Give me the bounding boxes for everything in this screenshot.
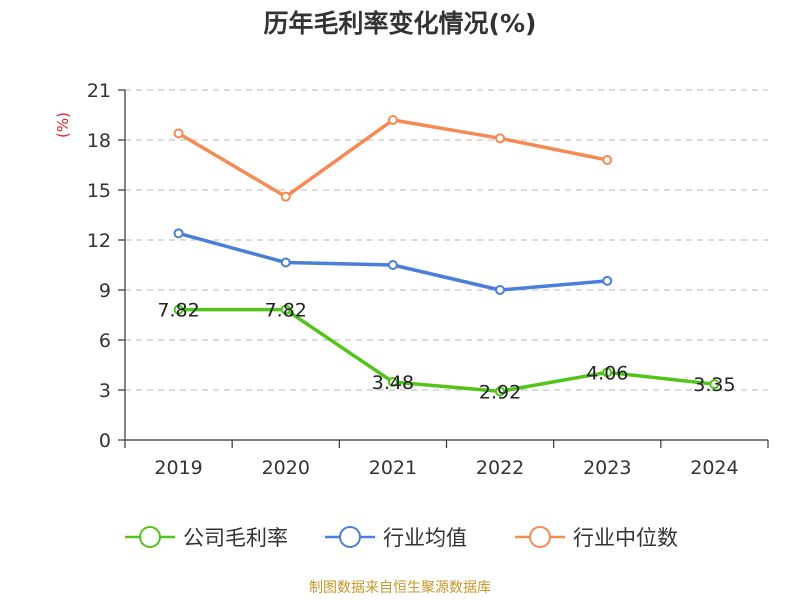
data-point: [387, 377, 398, 387]
x-tick-label: 2024: [690, 457, 738, 479]
data-label: 4.06: [586, 362, 628, 384]
x-tick-label: 2022: [476, 457, 524, 479]
series-lines: [173, 115, 720, 397]
data-point: [495, 285, 506, 295]
series-line: [177, 118, 608, 199]
legend-marker: [339, 526, 361, 548]
y-tick-label: 6: [99, 330, 111, 352]
data-label: 3.35: [693, 374, 735, 396]
data-point: [173, 128, 184, 139]
y-axis-label: (%): [54, 112, 72, 138]
grid-lines: [125, 89, 768, 391]
legend-label: 行业中位数: [573, 526, 678, 550]
data-point: [602, 367, 613, 378]
data-point: [280, 257, 291, 268]
legend: 公司毛利率 行业均值 行业中位数: [125, 526, 678, 550]
legend-label: 公司毛利率: [183, 526, 288, 550]
data-point: [495, 133, 506, 144]
data-point: [602, 275, 613, 286]
data-labels: 7.82 7.82 3.48 2.92 4.06 3.35: [157, 300, 735, 404]
data-point: [173, 228, 184, 239]
data-label: 7.82: [157, 300, 199, 322]
data-label: 2.92: [479, 381, 521, 403]
x-tick-label: 2020: [262, 457, 310, 479]
data-point: [709, 379, 720, 390]
data-point: [495, 386, 506, 397]
legend-label: 行业均值: [383, 526, 467, 550]
y-tick-label: 21: [87, 80, 111, 102]
y-tick-label: 12: [87, 230, 111, 252]
y-tick-label: 9: [99, 280, 111, 302]
source-note: 制图数据来自恒生聚源数据库: [309, 580, 491, 596]
y-tick-label: 18: [87, 130, 111, 152]
axes: 0 3 6 9 12 15 18 21 2019 2020 2021 2022 2023 2024: [87, 80, 769, 479]
y-tick-label: 3: [99, 380, 111, 402]
data-point: [280, 304, 291, 315]
data-point: [280, 191, 291, 202]
x-tick-label: 2023: [583, 457, 631, 479]
y-tick-label: 15: [87, 180, 111, 202]
data-point: [602, 155, 613, 165]
data-point: [387, 260, 398, 270]
legend-marker: [529, 526, 551, 548]
chart-title: 历年毛利率变化情况(%): [263, 9, 537, 38]
data-point: [387, 115, 398, 125]
series-line: [178, 307, 715, 394]
legend-marker: [139, 526, 161, 548]
y-tick-label: 0: [99, 430, 111, 452]
data-label: 7.82: [265, 300, 307, 322]
x-tick-label: 2021: [369, 457, 417, 479]
x-tick-label: 2019: [154, 457, 202, 479]
data-label: 3.48: [372, 372, 414, 394]
data-point: [173, 304, 184, 315]
